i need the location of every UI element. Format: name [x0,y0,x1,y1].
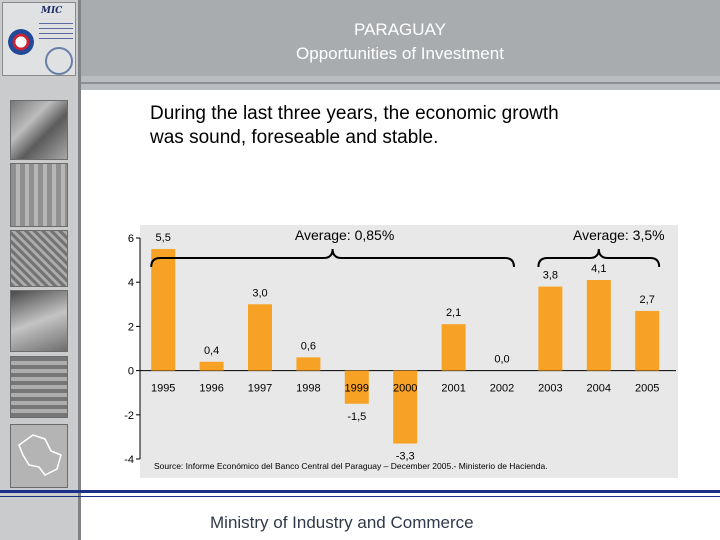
data-label: 4,1 [591,263,606,275]
photo-industrial-plant [10,100,68,160]
logo-text: MIC [41,6,63,16]
bar-2000 [393,370,418,444]
average-label: Average: 0,85% [295,227,394,243]
data-label: 3,0 [252,287,267,299]
x-tick-label: 1997 [248,383,272,395]
data-label: 0,4 [204,345,219,357]
bar-2005 [635,310,660,371]
x-tick-label: 1996 [199,383,223,395]
y-tick-label: 2 [128,321,134,333]
y-tick-label: 0 [128,366,134,378]
bar-1998 [296,357,321,371]
bar-2004 [586,279,611,371]
bar-1996 [199,361,224,371]
subtitle-line-2: was sound, foreseable and stable. [150,127,439,148]
slide-subtitle: During the last three years, the economi… [150,102,690,150]
data-label: 0,6 [301,340,316,352]
y-tick-label: -4 [124,454,134,466]
data-label: 3,8 [543,270,558,282]
photo-crowd [10,230,68,287]
photo-building-facade [10,163,68,227]
data-label: 2,1 [446,307,461,319]
sidebar: MIC [0,0,81,540]
footer-rule [0,490,720,493]
map-outline-icon [18,434,62,476]
x-tick-label: 2004 [587,383,611,395]
data-label: -3,3 [396,451,415,463]
average-label: Average: 3,5% [573,227,665,243]
subtitle-line-1: During the last three years, the economi… [150,103,559,124]
data-label: 0,0 [494,354,509,366]
bar-2001 [441,324,466,371]
title-line-1: PARAGUAY [354,20,446,39]
page-title: PARAGUAY Opportunities of Investment [190,18,610,66]
map-paraguay [10,424,68,488]
y-tick-label: 4 [128,277,134,289]
source-note: Source: Informe Económico del Banco Cent… [154,461,548,471]
photo-warehouse [10,356,68,418]
x-tick-label: 2003 [538,383,562,395]
x-tick-label: 1998 [296,383,320,395]
x-tick-label: 1995 [151,383,175,395]
footer-rule-thin [0,496,720,497]
logo-text-lines [39,23,73,43]
x-tick-label: 1999 [345,383,369,395]
average-brace [537,248,661,268]
bar-2003 [538,286,563,371]
x-tick-label: 2001 [441,383,465,395]
footer-ministry: Ministry of Industry and Commerce [210,513,474,532]
data-label: 5,5 [156,232,171,244]
photo-workers [10,290,68,352]
y-tick-label: -2 [124,410,134,422]
bar-1999 [344,370,369,404]
x-tick-label: 2002 [490,383,514,395]
data-label: 2,7 [640,294,655,306]
ministry-logo: MIC [2,2,76,76]
bar-1995 [151,249,176,371]
average-brace [150,248,515,268]
title-line-2: Opportunities of Investment [296,44,504,63]
seal-emblem-icon [8,29,34,55]
y-tick-label: 6 [128,233,134,245]
bar-1997 [248,304,272,371]
header-band [81,0,720,90]
data-label: -1,5 [347,411,366,423]
x-tick-label: 2005 [635,383,659,395]
x-tick-label: 2000 [393,383,417,395]
round-seal-icon [45,47,73,75]
